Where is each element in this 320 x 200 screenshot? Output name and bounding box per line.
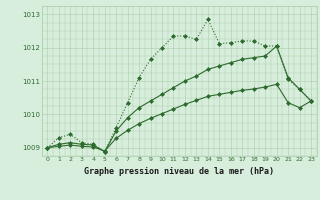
X-axis label: Graphe pression niveau de la mer (hPa): Graphe pression niveau de la mer (hPa) <box>84 167 274 176</box>
